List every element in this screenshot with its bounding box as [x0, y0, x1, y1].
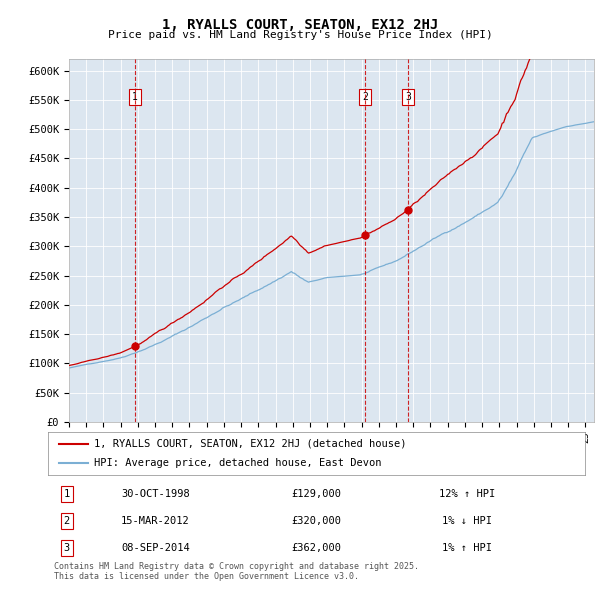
- Text: 15-MAR-2012: 15-MAR-2012: [121, 516, 190, 526]
- Text: 30-OCT-1998: 30-OCT-1998: [121, 489, 190, 499]
- Text: 1, RYALLS COURT, SEATON, EX12 2HJ: 1, RYALLS COURT, SEATON, EX12 2HJ: [162, 18, 438, 32]
- Text: £362,000: £362,000: [292, 543, 341, 553]
- Text: £129,000: £129,000: [292, 489, 341, 499]
- Text: 1% ↓ HPI: 1% ↓ HPI: [442, 516, 492, 526]
- Text: 1% ↑ HPI: 1% ↑ HPI: [442, 543, 492, 553]
- Text: 3: 3: [405, 92, 411, 102]
- Text: 12% ↑ HPI: 12% ↑ HPI: [439, 489, 495, 499]
- Text: 1, RYALLS COURT, SEATON, EX12 2HJ (detached house): 1, RYALLS COURT, SEATON, EX12 2HJ (detac…: [94, 439, 406, 449]
- Text: Contains HM Land Registry data © Crown copyright and database right 2025.
This d: Contains HM Land Registry data © Crown c…: [54, 562, 419, 581]
- Text: 2: 2: [362, 92, 368, 102]
- Text: 08-SEP-2014: 08-SEP-2014: [121, 543, 190, 553]
- Text: 1: 1: [64, 489, 70, 499]
- Text: 3: 3: [64, 543, 70, 553]
- Text: HPI: Average price, detached house, East Devon: HPI: Average price, detached house, East…: [94, 458, 381, 468]
- Text: £320,000: £320,000: [292, 516, 341, 526]
- Text: Price paid vs. HM Land Registry's House Price Index (HPI): Price paid vs. HM Land Registry's House …: [107, 30, 493, 40]
- Text: 2: 2: [64, 516, 70, 526]
- Text: 1: 1: [132, 92, 138, 102]
